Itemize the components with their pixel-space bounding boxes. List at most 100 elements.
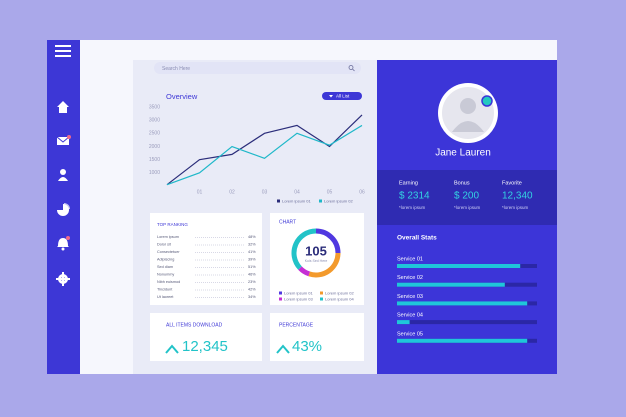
- filter-label: All List: [336, 93, 350, 98]
- avatar-head: [460, 98, 476, 114]
- ranking-name: Consectetuer: [157, 250, 180, 254]
- card-title: PERCENTAGE: [279, 322, 314, 328]
- filter-arrow: [329, 95, 333, 98]
- legend-label: Lorem ipsum 03: [284, 296, 313, 301]
- chart-title: CHART: [279, 219, 296, 225]
- x-tick-label: 06: [359, 189, 365, 195]
- donut-segment: [308, 252, 341, 278]
- stat-value: 12,340: [502, 191, 533, 202]
- ranking-value: 34%: [248, 295, 256, 299]
- y-tick-label: 3000: [149, 117, 160, 123]
- stat-note: *lorem ipsum: [399, 205, 426, 210]
- stat-note: *lorem ipsum: [454, 205, 481, 210]
- ranking-name: Nibh euismod: [157, 280, 180, 284]
- chart-icon[interactable]: [57, 203, 70, 216]
- ranking-title: TOP RANKING: [157, 222, 188, 227]
- legend-label: Lorem ipsum 04: [325, 296, 354, 301]
- chart-title: Overview: [166, 92, 198, 101]
- ranking-name: Tincidunt: [157, 288, 173, 292]
- service-label: Service 04: [397, 313, 423, 319]
- bell-icon[interactable]: [57, 236, 70, 251]
- progress-bar: [397, 338, 528, 343]
- y-tick-label: 3500: [149, 104, 160, 110]
- service-label: Service 02: [397, 275, 423, 281]
- x-tick-label: 01: [197, 189, 203, 195]
- legend-swatch: [279, 297, 282, 301]
- legend-swatch: [319, 199, 322, 203]
- x-tick-label: 03: [262, 189, 268, 195]
- section-title: Overall Stats: [397, 235, 437, 242]
- card-title: ALL ITEMS DOWNLOAD: [166, 322, 223, 328]
- y-tick-label: 2500: [149, 131, 160, 137]
- service-label: Service 01: [397, 256, 423, 262]
- menu-icon[interactable]: [55, 45, 71, 57]
- progress-bar: [397, 301, 528, 306]
- progress-bar: [397, 282, 505, 287]
- donut-segment: [291, 228, 317, 270]
- avatar-body: [452, 121, 484, 132]
- card-value: 12,345: [182, 338, 228, 355]
- legend-label: Lorem ipsum 01: [282, 198, 311, 203]
- stats-band: [377, 170, 557, 225]
- y-tick-label: 1500: [149, 157, 160, 163]
- card-value: 43%: [292, 338, 322, 355]
- donut-segment: [298, 266, 311, 277]
- x-tick-label: 04: [294, 189, 300, 195]
- ranking-name: Lorem ipsum: [157, 235, 179, 239]
- mail-icon[interactable]: [56, 135, 71, 145]
- ranking-value: 46%: [248, 273, 256, 277]
- search-placeholder: Search Here: [162, 66, 190, 72]
- ranking-value: 32%: [248, 243, 256, 247]
- stat-value: $ 2314: [399, 191, 430, 202]
- ranking-value: 39%: [248, 258, 256, 262]
- search-box[interactable]: [154, 62, 361, 74]
- legend-swatch: [320, 291, 323, 295]
- donut-segment: [315, 228, 341, 254]
- ranking-name: Adipiscing: [157, 258, 174, 262]
- y-tick-label: 2000: [149, 144, 160, 150]
- donut-total: 105: [305, 243, 327, 258]
- search-icon[interactable]: [348, 65, 354, 70]
- stat-note: *lorem ipsum: [502, 205, 529, 210]
- home-icon[interactable]: [57, 101, 69, 113]
- progress-bar: [397, 264, 521, 268]
- legend-label: Lorem ipsum 02: [325, 290, 354, 295]
- legend-label: Lorem ipsum 01: [284, 290, 313, 295]
- status-dot: [481, 95, 493, 107]
- series-line: [166, 124, 363, 186]
- stat-label: Earning: [399, 180, 418, 186]
- percentage-card: [270, 313, 364, 361]
- filter-button[interactable]: [322, 92, 362, 100]
- ranking-name: Nonummy: [157, 273, 174, 277]
- legend-swatch: [277, 199, 280, 203]
- stat-label: Favorite: [502, 180, 522, 186]
- stat-label: Bonus: [454, 180, 470, 186]
- legend-swatch: [320, 297, 323, 301]
- search-icon-handle: [352, 68, 355, 72]
- y-tick-label: 1000: [149, 170, 160, 176]
- x-tick-label: 05: [327, 189, 333, 195]
- ranking-value: 42%: [248, 288, 256, 292]
- ranking-card: [150, 213, 262, 305]
- stat-value: $ 200: [454, 191, 479, 202]
- donut-subtitle: Kuis Sed Here: [305, 259, 328, 263]
- up-caret: [165, 344, 179, 354]
- download-card: [150, 313, 262, 361]
- ranking-name: Dolor sit: [157, 243, 172, 247]
- settings-icon[interactable]: [56, 272, 70, 286]
- ranking-value: 23%: [248, 280, 256, 284]
- ranking-name: Sed diam: [157, 265, 173, 269]
- legend-label: Lorem ipsum 02: [324, 198, 353, 203]
- service-label: Service 05: [397, 331, 423, 337]
- up-caret: [276, 344, 290, 354]
- ranking-value: 48%: [248, 235, 256, 239]
- x-tick-label: 02: [229, 189, 235, 195]
- user-icon[interactable]: [58, 169, 68, 181]
- service-label: Service 03: [397, 294, 423, 300]
- legend-swatch: [279, 291, 282, 295]
- series-line: [166, 114, 363, 186]
- donut-card: [270, 213, 364, 305]
- ranking-name: Ut laoreet: [157, 295, 174, 299]
